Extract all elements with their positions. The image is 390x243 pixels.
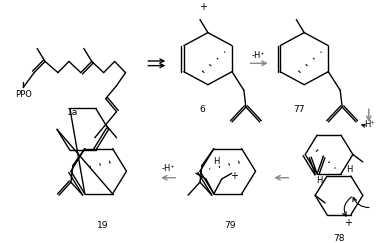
Text: -H⁺: -H⁺ xyxy=(161,164,175,173)
Text: +: + xyxy=(230,171,238,181)
Text: H⁺: H⁺ xyxy=(365,120,376,129)
Text: H: H xyxy=(316,176,322,185)
Text: 79: 79 xyxy=(224,221,236,230)
Text: 1a: 1a xyxy=(67,108,78,117)
Text: -H⁺: -H⁺ xyxy=(252,51,266,60)
Text: 77: 77 xyxy=(294,105,305,114)
Text: H: H xyxy=(346,165,352,174)
Text: +: + xyxy=(199,1,207,12)
Text: 19: 19 xyxy=(97,221,108,230)
Text: PPO: PPO xyxy=(15,89,32,98)
Text: H: H xyxy=(213,157,219,166)
Text: +: + xyxy=(344,218,352,228)
Text: 78: 78 xyxy=(333,234,345,243)
Text: 6: 6 xyxy=(199,105,205,114)
